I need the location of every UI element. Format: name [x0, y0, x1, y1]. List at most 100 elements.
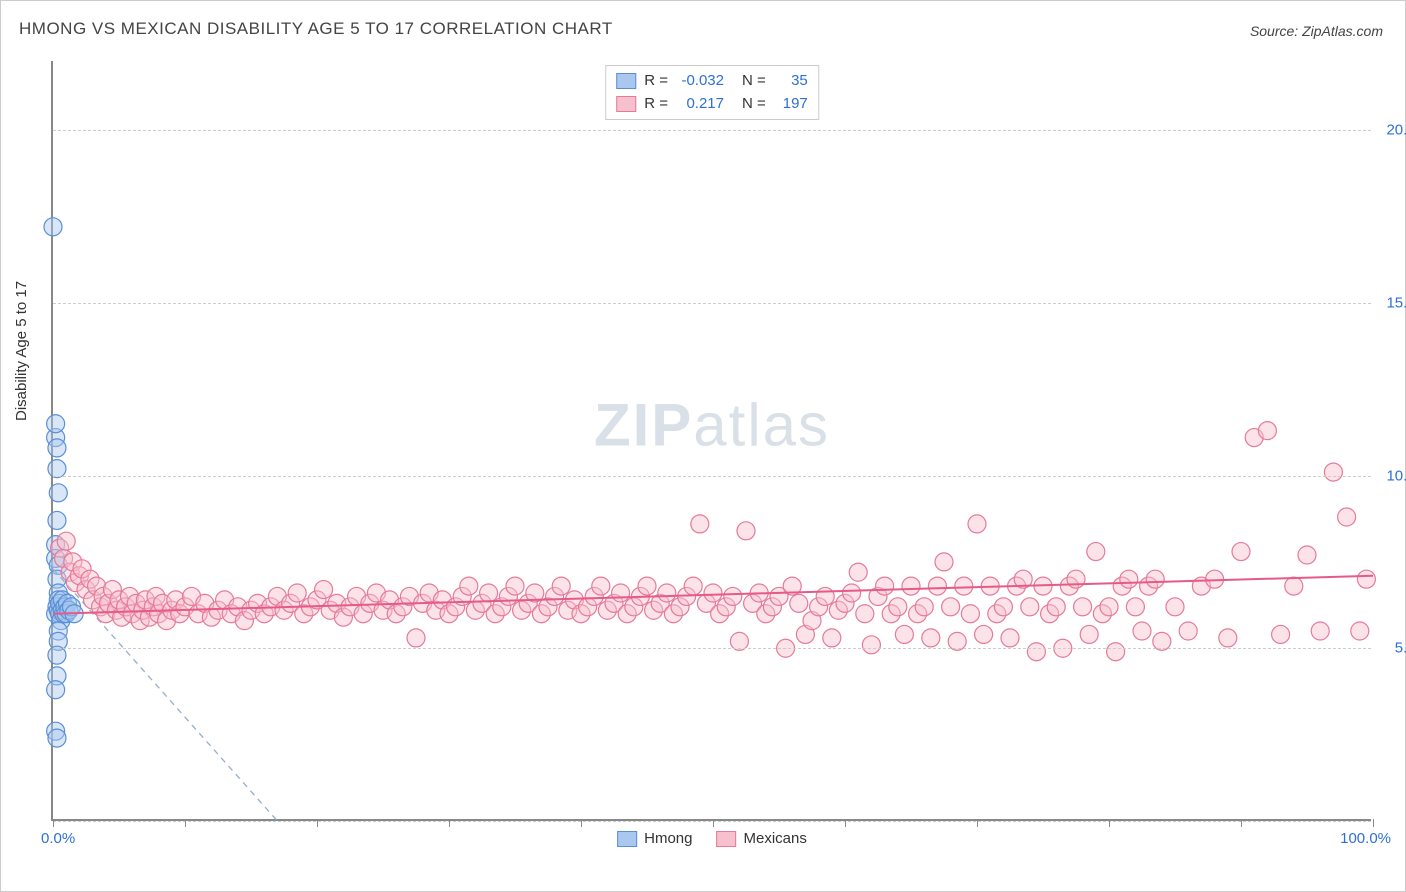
scatter-point — [1357, 570, 1375, 588]
scatter-point — [1133, 622, 1151, 640]
legend-swatch — [616, 96, 636, 112]
scatter-point — [638, 577, 656, 595]
x-axis-label-left: 0.0% — [41, 830, 75, 847]
stats-n-value: 35 — [774, 70, 808, 93]
x-tick — [1373, 819, 1374, 827]
scatter-point — [552, 577, 570, 595]
scatter-point — [1338, 508, 1356, 526]
scatter-point — [724, 587, 742, 605]
scatter-point — [1146, 570, 1164, 588]
scatter-point — [1027, 643, 1045, 661]
scatter-point — [1107, 643, 1125, 661]
x-tick — [449, 819, 450, 827]
legend-swatch — [616, 73, 636, 89]
scatter-point — [460, 577, 478, 595]
bottom-legend: Hmong Mexicans — [617, 830, 807, 847]
scatter-point — [902, 577, 920, 595]
legend-label: Hmong — [644, 830, 692, 847]
scatter-point — [1074, 598, 1092, 616]
y-tick-label: 5.0% — [1395, 640, 1406, 657]
scatter-point — [816, 587, 834, 605]
x-axis-label-right: 100.0% — [1340, 830, 1391, 847]
scatter-point — [1258, 422, 1276, 440]
gridline-horizontal — [53, 130, 1371, 131]
scatter-point — [1298, 546, 1316, 564]
stats-n-label: N = — [742, 70, 766, 93]
y-tick-label: 10.0% — [1386, 467, 1406, 484]
scatter-point — [684, 577, 702, 595]
scatter-point — [288, 584, 306, 602]
scatter-point — [49, 484, 67, 502]
source-label: Source: ZipAtlas.com — [1250, 23, 1383, 39]
y-tick-label: 15.0% — [1386, 294, 1406, 311]
stats-r-label: R = — [644, 93, 668, 116]
scatter-point — [862, 636, 880, 654]
scatter-point — [480, 584, 498, 602]
x-tick — [317, 819, 318, 827]
scatter-point — [1080, 625, 1098, 643]
scatter-point — [1087, 543, 1105, 561]
x-tick — [1109, 819, 1110, 827]
scatter-point — [506, 577, 524, 595]
gridline-horizontal — [53, 476, 1371, 477]
gridline-horizontal — [53, 821, 1371, 822]
scatter-point — [922, 629, 940, 647]
scatter-point — [889, 598, 907, 616]
scatter-point — [843, 584, 861, 602]
gridline-horizontal — [53, 648, 1371, 649]
scatter-point — [823, 629, 841, 647]
y-tick-label: 20.0% — [1386, 122, 1406, 139]
y-axis-label: Disability Age 5 to 17 — [13, 281, 30, 421]
x-tick — [845, 819, 846, 827]
stats-r-label: R = — [644, 70, 668, 93]
plot-area: ZIPatlas R =-0.032N =35R =0.217N =197 0.… — [51, 61, 1371, 821]
stats-row: R = -0.032 N = 35 — [616, 70, 808, 93]
scatter-point — [1047, 598, 1065, 616]
scatter-point — [47, 415, 65, 433]
stats-r-value: 0.217 — [676, 93, 724, 116]
scatter-point — [895, 625, 913, 643]
scatter-point — [407, 629, 425, 647]
scatter-point — [876, 577, 894, 595]
scatter-point — [44, 218, 62, 236]
legend-item: Mexicans — [717, 830, 807, 847]
scatter-point — [994, 598, 1012, 616]
legend-label: Mexicans — [744, 830, 807, 847]
scatter-point — [1126, 598, 1144, 616]
chart-title: HMONG VS MEXICAN DISABILITY AGE 5 TO 17 … — [19, 19, 613, 39]
scatter-point — [658, 584, 676, 602]
gridline-horizontal — [53, 303, 1371, 304]
scatter-point — [1324, 463, 1342, 481]
scatter-point — [48, 729, 66, 747]
scatter-point — [1272, 625, 1290, 643]
scatter-point — [691, 515, 709, 533]
stats-n-label: N = — [742, 93, 766, 116]
scatter-point — [48, 511, 66, 529]
scatter-point — [1120, 570, 1138, 588]
legend-item: Hmong — [617, 830, 692, 847]
legend-swatch — [717, 831, 737, 847]
scatter-point — [856, 605, 874, 623]
scatter-point — [1219, 629, 1237, 647]
scatter-point — [1100, 598, 1118, 616]
stats-box: R =-0.032N =35R =0.217N =197 — [605, 65, 819, 120]
scatter-point — [915, 598, 933, 616]
scatter-point — [790, 594, 808, 612]
scatter-point — [1067, 570, 1085, 588]
scatter-point — [928, 577, 946, 595]
x-tick — [1241, 819, 1242, 827]
scatter-point — [968, 515, 986, 533]
scatter-point — [942, 598, 960, 616]
scatter-point — [315, 581, 333, 599]
legend-swatch — [617, 831, 637, 847]
scatter-point — [1166, 598, 1184, 616]
scatter-point — [57, 532, 75, 550]
scatter-point — [1285, 577, 1303, 595]
scatter-point — [1179, 622, 1197, 640]
stats-r-value: -0.032 — [676, 70, 724, 93]
scatter-point — [955, 577, 973, 595]
scatter-point — [1311, 622, 1329, 640]
scatter-point — [704, 584, 722, 602]
scatter-point — [592, 577, 610, 595]
scatter-point — [961, 605, 979, 623]
